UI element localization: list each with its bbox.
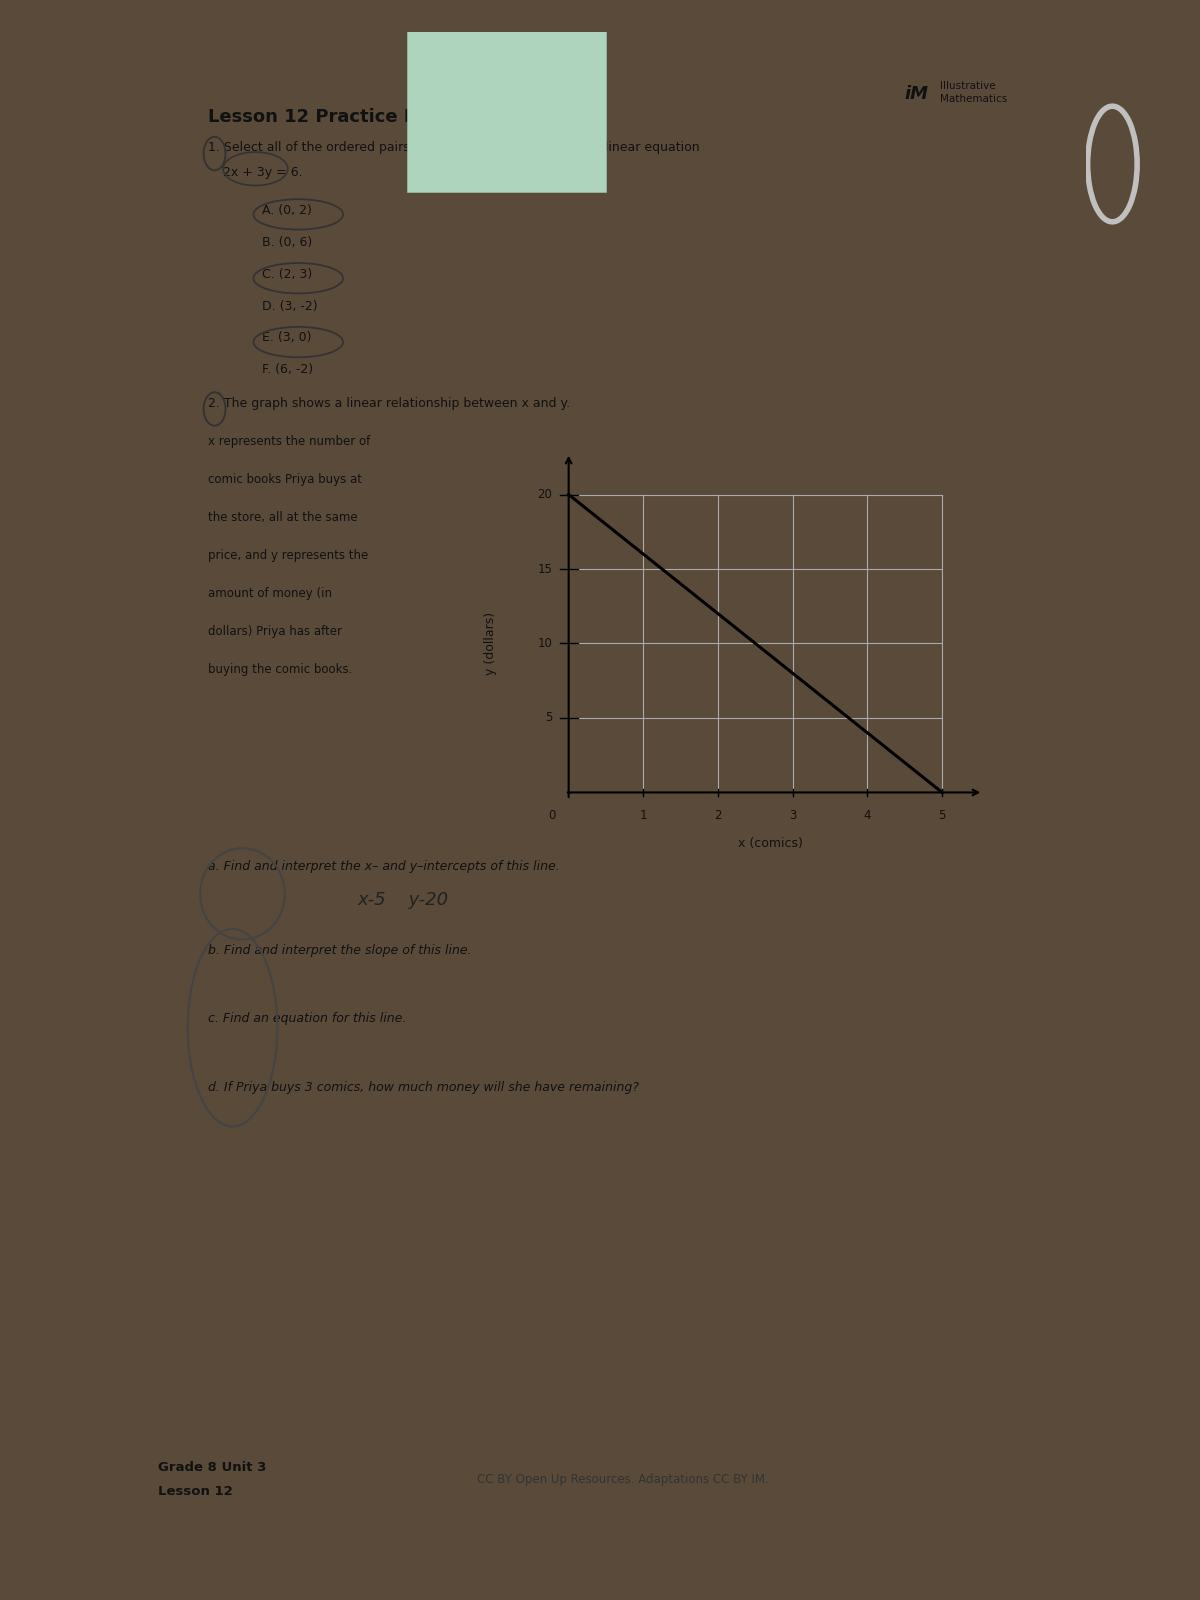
Text: Mathematics: Mathematics [940,94,1007,104]
Text: B. (0, 6): B. (0, 6) [263,235,313,248]
Text: 20: 20 [538,488,552,501]
Text: a. Find and interpret the x– and y–intercepts of this line.: a. Find and interpret the x– and y–inter… [208,861,559,874]
Text: 3: 3 [790,810,797,822]
Text: 1. Select all of the ordered pairs (x, y) that are solutions to the linear equat: 1. Select all of the ordered pairs (x, y… [208,141,700,155]
Text: amount of money (in: amount of money (in [208,587,331,600]
Text: 5: 5 [938,810,946,822]
Text: 2. The graph shows a linear relationship between x and y.: 2. The graph shows a linear relationship… [208,397,570,410]
FancyBboxPatch shape [407,16,606,192]
Text: E. (3, 0): E. (3, 0) [263,331,312,344]
Text: F. (6, -2): F. (6, -2) [263,363,313,376]
Text: 15: 15 [538,563,552,576]
Text: c. Find an equation for this line.: c. Find an equation for this line. [208,1013,406,1026]
Text: Lesson 12: Lesson 12 [158,1485,233,1498]
Text: 2x + 3y = 6.: 2x + 3y = 6. [222,166,302,179]
Text: the store, all at the same: the store, all at the same [208,510,358,523]
Text: x (comics): x (comics) [738,837,803,850]
Text: dollars) Priya has after: dollars) Priya has after [208,626,342,638]
Text: Illustrative: Illustrative [940,80,995,91]
Text: 10: 10 [538,637,552,650]
Text: iM: iM [905,85,929,102]
Text: price, and y represents the: price, and y represents the [208,549,368,562]
Text: b. Find and interpret the slope of this line.: b. Find and interpret the slope of this … [208,944,472,957]
Text: CC BY Open Up Resources. Adaptations CC BY IM.: CC BY Open Up Resources. Adaptations CC … [476,1474,768,1486]
Text: Grade 8 Unit 3: Grade 8 Unit 3 [158,1461,266,1474]
Text: comic books Priya buys at: comic books Priya buys at [208,474,361,486]
Text: 0: 0 [548,810,556,822]
Text: x-5    y-20: x-5 y-20 [358,891,448,909]
Text: 1: 1 [640,810,647,822]
Text: Lesson 12 Practice Problems: Lesson 12 Practice Problems [208,109,498,126]
Text: A. (0, 2): A. (0, 2) [263,203,312,216]
Text: d. If Priya buys 3 comics, how much money will she have remaining?: d. If Priya buys 3 comics, how much mone… [208,1082,638,1094]
Text: 5: 5 [545,712,552,725]
Text: D. (3, -2): D. (3, -2) [263,299,318,312]
Text: 2: 2 [714,810,721,822]
Text: y (dollars): y (dollars) [484,611,497,675]
Text: 4: 4 [864,810,871,822]
Text: C. (2, 3): C. (2, 3) [263,267,313,280]
Text: buying the comic books.: buying the comic books. [208,662,352,675]
Text: x represents the number of: x represents the number of [208,435,370,448]
